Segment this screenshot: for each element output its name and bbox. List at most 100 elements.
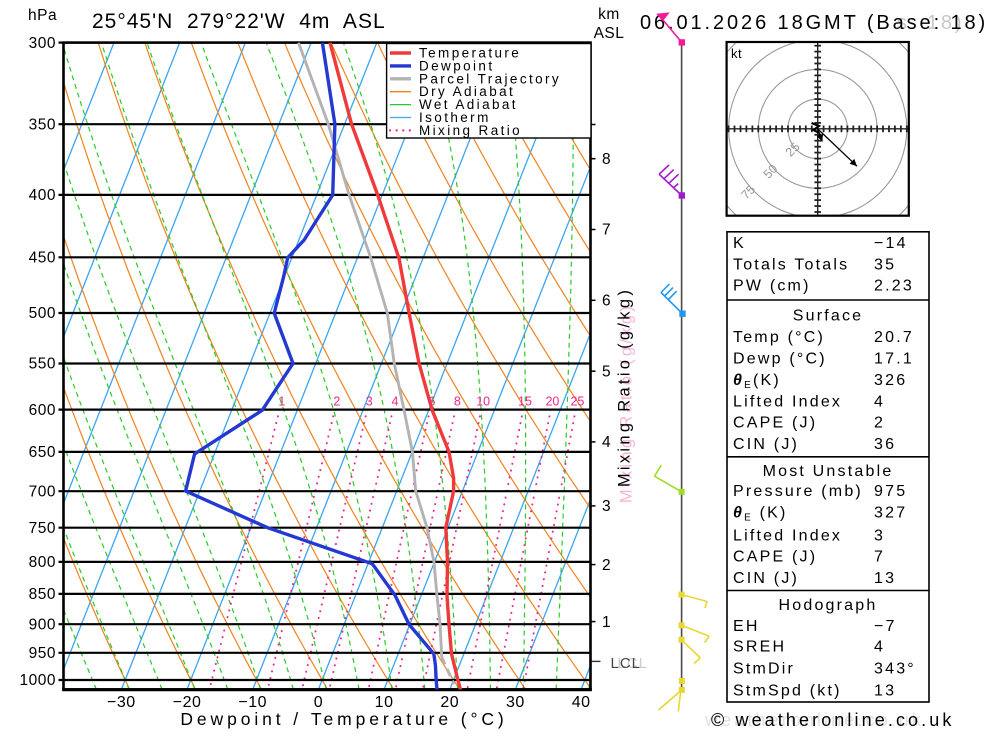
svg-text:2: 2 (333, 395, 340, 409)
svg-text:Mixing Ratio (g/kg): Mixing Ratio (g/kg) (616, 287, 634, 487)
svg-text:s: 18): s: 18) (897, 12, 964, 34)
svg-text:2.23: 2.23 (874, 278, 914, 295)
svg-text:Mixing Ratio: Mixing Ratio (419, 123, 522, 138)
svg-text:ASL: ASL (594, 25, 625, 42)
svg-text:8: 8 (602, 151, 611, 168)
svg-text:20.7: 20.7 (874, 329, 914, 346)
svg-text:CAPE (J): CAPE (J) (733, 549, 817, 566)
svg-text:36: 36 (874, 436, 896, 453)
svg-text:4: 4 (602, 434, 611, 451)
svg-text:343°: 343° (874, 661, 916, 678)
svg-text:4: 4 (392, 395, 399, 409)
svg-text:SREH: SREH (733, 639, 786, 656)
svg-text:350: 350 (29, 116, 56, 133)
svg-text:weatheronline.co.uk: weatheronline.co.uk (704, 710, 924, 730)
svg-text:LCL: LCL (611, 655, 642, 672)
svg-text:PW (cm): PW (cm) (733, 278, 811, 295)
svg-text:LCL: LCL (618, 655, 649, 672)
svg-text:15: 15 (518, 395, 532, 409)
svg-text:300: 300 (29, 35, 56, 52)
svg-text:800: 800 (29, 554, 56, 571)
svg-text:StmSpd (kt): StmSpd (kt) (733, 683, 842, 700)
svg-text:1000: 1000 (20, 672, 56, 689)
svg-text:17.1: 17.1 (874, 351, 914, 368)
svg-text:CIN (J): CIN (J) (733, 570, 799, 587)
svg-text:450: 450 (29, 249, 56, 266)
svg-text:−14: −14 (874, 235, 908, 252)
svg-text:−30: −30 (107, 694, 136, 711)
svg-text:Dry Adiabat: Dry Adiabat (419, 84, 515, 99)
svg-text:20: 20 (440, 694, 459, 711)
svg-text:7: 7 (874, 549, 885, 566)
svg-text:900: 900 (29, 616, 56, 633)
svg-text:kt: kt (731, 46, 742, 61)
svg-text:25: 25 (570, 395, 584, 409)
svg-text:25°45'N 279°22'W 4m ASL: 25°45'N 279°22'W 4m ASL (92, 10, 386, 33)
svg-text:Temp (°C): Temp (°C) (733, 329, 825, 346)
svg-text:20: 20 (545, 395, 559, 409)
svg-text:5: 5 (602, 363, 611, 380)
svg-text:0: 0 (314, 694, 323, 711)
svg-text:Pressure (mb): Pressure (mb) (733, 483, 863, 500)
svg-text:km: km (598, 6, 620, 23)
svg-text:CAPE (J): CAPE (J) (733, 415, 817, 432)
svg-text:35: 35 (874, 256, 896, 273)
svg-text:Mixing Ratio (g/kg): Mixing Ratio (g/kg) (618, 303, 636, 503)
svg-text:1: 1 (602, 614, 611, 631)
svg-text:CIN (J): CIN (J) (733, 436, 799, 453)
svg-text:10: 10 (476, 395, 490, 409)
svg-text:975: 975 (874, 483, 907, 500)
svg-text:Surface: Surface (793, 308, 864, 325)
svg-text:950: 950 (29, 645, 56, 662)
svg-text:40: 40 (572, 694, 591, 711)
svg-text:3: 3 (602, 498, 611, 515)
svg-text:Hodograph: Hodograph (779, 597, 878, 614)
svg-text:hPa: hPa (28, 7, 57, 24)
svg-text:Temperature: Temperature (419, 46, 521, 61)
svg-text:2: 2 (874, 415, 885, 432)
svg-text:Parcel Trajectory: Parcel Trajectory (419, 71, 561, 86)
svg-text:EH: EH (733, 618, 760, 635)
svg-text:550: 550 (29, 356, 56, 373)
svg-text:−10: −10 (238, 694, 267, 711)
svg-text:Isotherm: Isotherm (419, 110, 491, 125)
svg-text:06.01.2026 18GMT (Base: 18): 06.01.2026 18GMT (Base: 18) (640, 12, 988, 34)
svg-text:500: 500 (29, 305, 56, 322)
svg-text:Dewp (°C): Dewp (°C) (733, 351, 827, 368)
svg-text:850: 850 (29, 586, 56, 603)
svg-text:7: 7 (602, 222, 611, 239)
svg-text:Wet Adiabat: Wet Adiabat (419, 97, 518, 112)
svg-text:4: 4 (874, 393, 885, 410)
svg-text:2: 2 (602, 557, 611, 574)
svg-text:326: 326 (874, 372, 907, 389)
svg-text:Most Unstable: Most Unstable (763, 463, 894, 480)
svg-text:Dewpoint / Temperature (°C): Dewpoint / Temperature (°C) (180, 709, 507, 729)
svg-text:Dewpoint: Dewpoint (419, 58, 494, 73)
svg-text:3: 3 (366, 395, 373, 409)
svg-text:1: 1 (278, 395, 285, 409)
svg-text:−7: −7 (874, 618, 897, 635)
svg-text:−20: −20 (173, 694, 202, 711)
svg-text:13: 13 (874, 683, 896, 700)
svg-text:© weatheronline.co.uk: © weatheronline.co.uk (711, 710, 954, 730)
svg-text:650: 650 (29, 444, 56, 461)
svg-text:Lifted Index: Lifted Index (733, 527, 842, 544)
svg-text:327: 327 (874, 504, 907, 521)
svg-text:750: 750 (29, 520, 56, 537)
svg-text:400: 400 (29, 187, 56, 204)
svg-text:600: 600 (29, 402, 56, 419)
svg-text:8: 8 (454, 395, 461, 409)
svg-text:StmDir: StmDir (733, 661, 795, 678)
svg-text:θE(K): θE(K) (733, 372, 781, 391)
svg-text:Totals Totals: Totals Totals (733, 256, 849, 273)
svg-text:6: 6 (428, 395, 435, 409)
svg-text:13: 13 (874, 570, 896, 587)
svg-text:4: 4 (874, 639, 885, 656)
svg-text:700: 700 (29, 483, 56, 500)
svg-text:K: K (733, 235, 746, 252)
svg-text:30: 30 (506, 694, 525, 711)
svg-text:3: 3 (874, 527, 885, 544)
svg-text:Lifted Index: Lifted Index (733, 393, 842, 410)
svg-text:θE (K): θE (K) (733, 504, 788, 523)
svg-text:6: 6 (602, 293, 611, 310)
